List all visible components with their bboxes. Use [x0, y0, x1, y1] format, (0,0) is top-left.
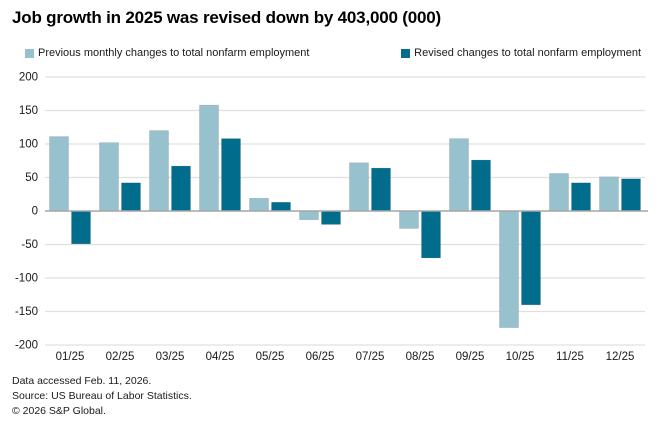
y-axis-tick-label: 200	[19, 72, 38, 84]
footer-data-accessed: Data accessed Feb. 11, 2026.	[12, 375, 152, 387]
bar-previous-10-25	[499, 210, 519, 328]
x-axis-tick-label: 10/25	[506, 351, 535, 363]
bar-previous-08-25	[399, 210, 419, 229]
x-axis-tick-label: 01/25	[56, 351, 85, 363]
x-axis-tick-label: 09/25	[456, 351, 485, 363]
y-axis-tick-label: -150	[15, 306, 38, 318]
bar-revised-11-25	[571, 182, 591, 212]
footer-source: Source: US Bureau of Labor Statistics.	[12, 390, 192, 402]
bar-revised-04-25	[221, 138, 241, 212]
legend-item-previous: Previous monthly changes to total nonfar…	[25, 47, 309, 59]
bar-previous-09-25	[449, 138, 469, 212]
x-axis-tick-label: 04/25	[206, 351, 235, 363]
y-axis-tick-label: 100	[19, 139, 38, 151]
bar-revised-01-25	[71, 210, 91, 245]
bar-revised-10-25	[521, 210, 541, 306]
bar-chart: 200 150 100 50 0 -50 -100 -150 -200 01/25 02/25 03/…	[15, 72, 648, 363]
bar-revised-03-25	[171, 165, 191, 212]
bar-previous-07-25	[349, 162, 369, 212]
bar-revised-02-25	[121, 182, 141, 212]
y-axis-tick-label: -50	[21, 239, 38, 251]
chart-legend: Previous monthly changes to total nonfar…	[25, 47, 641, 59]
legend-item-revised: Revised changes to total nonfarm employm…	[401, 47, 641, 59]
bar-previous-06-25	[299, 210, 319, 221]
bar-previous-05-25	[249, 197, 269, 212]
chart-title: Job growth in 2025 was revised down by 4…	[12, 8, 441, 27]
x-axis-tick-label: 11/25	[556, 351, 584, 363]
bar-previous-01-25	[49, 136, 69, 212]
x-axis-tick-label: 07/25	[356, 351, 385, 363]
x-axis-tick-label: 02/25	[106, 351, 135, 363]
bar-revised-12-25	[621, 178, 641, 212]
chart-footer: Data accessed Feb. 11, 2026. Source: US …	[12, 374, 192, 419]
y-axis-tick-label: 150	[19, 105, 38, 117]
y-axis-tick-label: -200	[15, 340, 38, 352]
x-axis-tick-label: 12/25	[606, 351, 635, 363]
x-axis-tick-label: 03/25	[156, 351, 185, 363]
bar-previous-04-25	[199, 104, 219, 212]
bar-previous-12-25	[599, 176, 619, 212]
bar-previous-03-25	[149, 130, 169, 212]
legend-label-revised: Revised changes to total nonfarm employm…	[414, 47, 641, 59]
y-axis-tick-label: 50	[25, 172, 38, 184]
bar-revised-09-25	[471, 159, 491, 212]
y-axis-tick-label: -100	[15, 273, 38, 285]
x-axis-tick-label: 05/25	[256, 351, 285, 363]
bar-previous-02-25	[99, 142, 119, 212]
legend-label-previous: Previous monthly changes to total nonfar…	[38, 47, 310, 59]
x-axis-tick-label: 08/25	[406, 351, 435, 363]
bar-revised-06-25	[321, 210, 341, 225]
bar-revised-05-25	[271, 201, 291, 212]
bar-previous-11-25	[549, 173, 569, 212]
y-axis-tick-label: 0	[32, 206, 38, 218]
bar-revised-07-25	[371, 167, 391, 212]
legend-swatch-revised-icon	[401, 48, 411, 58]
x-axis-tick-label: 06/25	[306, 351, 335, 363]
legend-swatch-previous-icon	[25, 48, 34, 58]
footer-copyright: © 2026 S&P Global.	[12, 405, 106, 417]
bar-revised-08-25	[421, 210, 441, 259]
